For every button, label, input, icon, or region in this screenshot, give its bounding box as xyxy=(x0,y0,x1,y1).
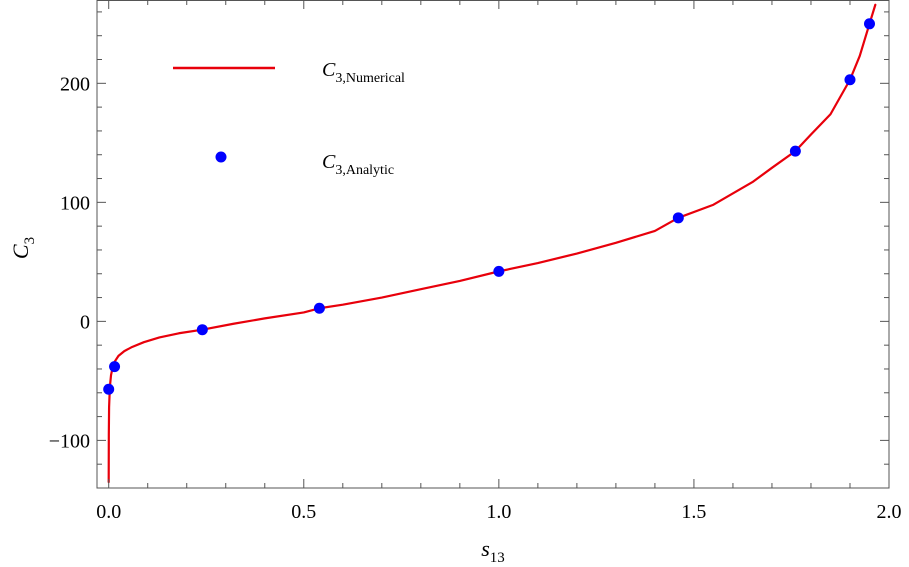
legend-numerical-label: C3,Numerical xyxy=(322,59,405,86)
y-axis-label: C3 xyxy=(8,237,38,259)
y-tick-label: 200 xyxy=(60,73,90,95)
x-tick-label: 0.0 xyxy=(96,501,121,523)
series-line-numerical xyxy=(107,3,877,484)
y-tick-label: 0 xyxy=(80,311,90,333)
data-point-analytic xyxy=(196,324,208,336)
data-point-analytic xyxy=(493,265,505,277)
x-tick-label: 1.0 xyxy=(486,501,511,523)
y-tick-label: −100 xyxy=(49,430,90,452)
x-axis-label: s13 xyxy=(481,536,505,566)
data-point-analytic xyxy=(313,302,325,314)
data-point-analytic xyxy=(109,361,121,373)
plot-area xyxy=(103,3,877,484)
x-tick-label: 1.5 xyxy=(681,501,706,523)
data-point-analytic xyxy=(863,18,875,30)
y-tick-label: 100 xyxy=(60,192,90,214)
plot-frame xyxy=(96,0,890,489)
data-point-analytic xyxy=(103,383,115,395)
legend-analytic-label: C3,Analytic xyxy=(322,151,394,178)
data-point-analytic xyxy=(844,74,856,86)
legend: C3,Numerical C3,Analytic xyxy=(173,59,405,178)
x-tick-label: 2.0 xyxy=(877,501,902,523)
data-point-analytic xyxy=(789,145,801,157)
data-point-analytic xyxy=(672,212,684,224)
axes: 0.0 0.5 1.0 1.5 2.0 −100 0 100 200 xyxy=(49,0,902,523)
x-tick-label: 0.5 xyxy=(291,501,316,523)
legend-analytic-swatch xyxy=(215,151,227,163)
